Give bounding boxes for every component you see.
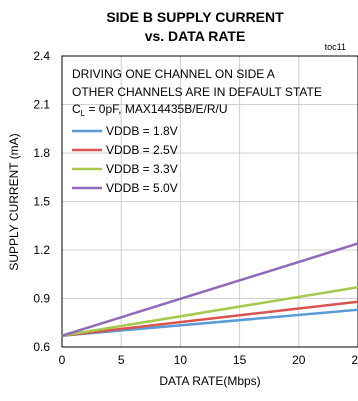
legend-label: VDDB = 1.8V	[106, 124, 178, 138]
figure-tag: toc11	[325, 42, 346, 52]
x-tick-label: 10	[174, 353, 188, 367]
x-tick-label: 20	[292, 353, 306, 367]
grid	[61, 55, 358, 348]
legend-label: VDDB = 5.0V	[106, 181, 178, 195]
x-axis-label: DATA RATE(Mbps)	[159, 374, 260, 388]
y-axis-label: SUPPLY CURRENT (mA)	[7, 133, 21, 270]
chart-title-line1: SIDE B SUPPLY CURRENT	[106, 9, 284, 25]
annotation-cap-subscript: L	[81, 109, 86, 118]
series-line	[61, 285, 358, 337]
x-tick-label: 25	[351, 353, 358, 367]
x-tick-labels: 0 5 10 15 20 25	[59, 353, 358, 367]
y-tick-label: 2.1	[33, 98, 50, 112]
annotation-line-2: OTHER CHANNELS ARE IN DEFAULT STATE	[72, 85, 322, 99]
plot-frame	[61, 55, 358, 348]
annotation-cap-symbol: C	[72, 102, 81, 116]
y-tick-label: 0.9	[33, 292, 50, 306]
legend: VDDB = 1.8V VDDB = 2.5V VDDB = 3.3V VDDB = …	[72, 124, 178, 195]
series-lines	[61, 242, 358, 337]
legend-label: VDDB = 2.5V	[106, 143, 178, 157]
x-tick-label: 5	[118, 353, 125, 367]
y-tick-label: 1.2	[33, 243, 50, 257]
y-tick-label: 2.4	[33, 49, 50, 63]
annotation: DRIVING ONE CHANNEL ON SIDE A OTHER CHAN…	[72, 67, 322, 118]
x-tick-label: 0	[59, 353, 66, 367]
y-tick-label: 0.6	[33, 340, 50, 354]
chart-title-line2: vs. DATA RATE	[145, 28, 246, 44]
annotation-cap-rest: = 0pF, MAX14435B/E/R/U	[85, 102, 227, 116]
series-line	[61, 308, 358, 337]
x-tick-label: 15	[233, 353, 247, 367]
y-tick-labels: 0.6 0.9 1.2 1.5 1.8 2.1 2.4	[33, 49, 50, 354]
annotation-line-3: CL = 0pF, MAX14435B/E/R/U	[72, 102, 228, 118]
legend-label: VDDB = 3.3V	[106, 162, 178, 176]
y-tick-label: 1.8	[33, 146, 50, 160]
y-tick-label: 1.5	[33, 195, 50, 209]
series-line	[61, 300, 358, 337]
annotation-line-1: DRIVING ONE CHANNEL ON SIDE A	[72, 67, 275, 81]
series-line	[61, 242, 358, 337]
